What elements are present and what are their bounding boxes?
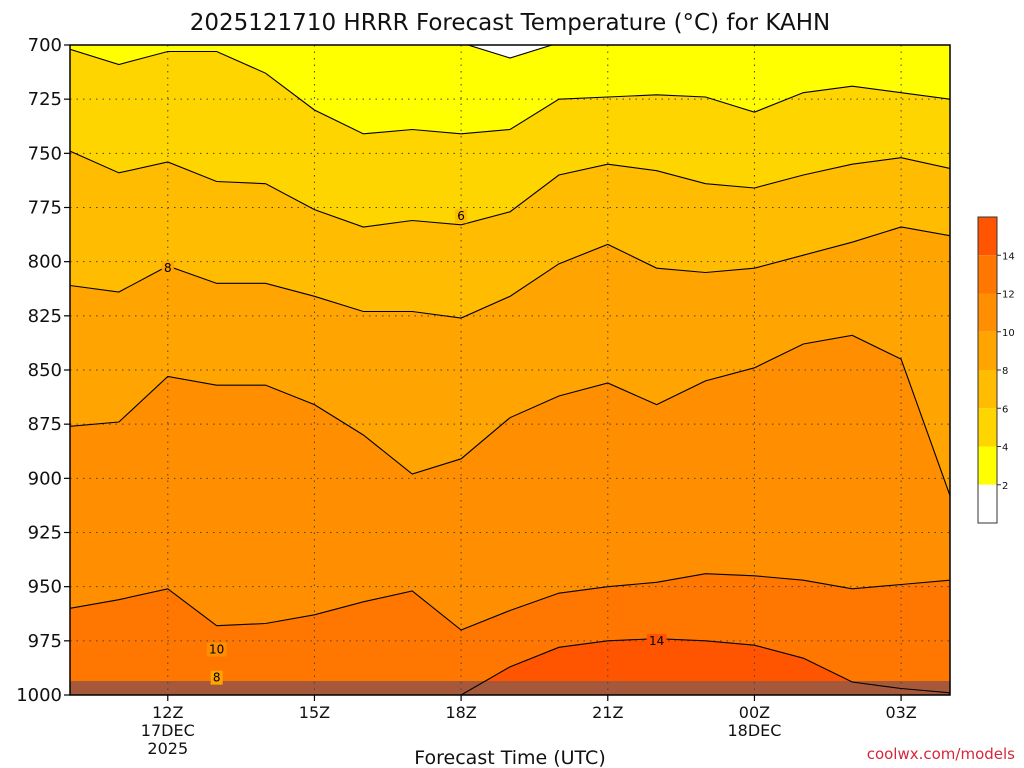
y-tick-label-800: 800 (28, 252, 62, 273)
band-2-0 (461, 45, 559, 58)
x-axis-title: Forecast Time (UTC) (414, 747, 605, 768)
colorbar-label-12: 12 (1002, 290, 1015, 301)
contour-line-12-0 (70, 573, 950, 631)
x-tick-label-21Z: 21Z (592, 703, 623, 722)
contour-line-14-0 (460, 638, 950, 695)
y-tick-label-950: 950 (28, 577, 62, 598)
x-tick-sublabel-2025: 2025 (147, 739, 188, 758)
colorbar-swatch-0 (978, 217, 997, 256)
y-axis: 700 725 750 775 800 825 850 875 900 925 950 975 1000 (16, 35, 70, 706)
contour-line-6-0 (70, 150, 950, 228)
ground-surface (70, 681, 950, 695)
colorbar-swatch-7 (978, 484, 997, 523)
credit-link[interactable]: coolwx.com/models (867, 745, 1015, 763)
contour-label-0: 8 (161, 261, 174, 276)
y-tick-label-750: 750 (28, 143, 62, 164)
x-tick-label-03Z: 03Z (885, 703, 916, 722)
y-tick-label-900: 900 (28, 468, 62, 489)
colorbar-swatch-1 (978, 255, 997, 294)
y-tick-label-925: 925 (28, 523, 62, 544)
colorbar-label-2: 2 (1002, 481, 1008, 492)
colorbar-swatch-2 (978, 293, 997, 332)
svg-text:10: 10 (209, 643, 224, 657)
grid-lines (70, 45, 950, 695)
contour-line-10-0 (70, 334, 950, 496)
colorbar-label-4: 4 (1002, 443, 1008, 454)
contour-line-8-0 (70, 226, 950, 319)
x-tick-sublabel-17DEC: 17DEC (141, 721, 195, 740)
x-tick-label-18Z: 18Z (445, 703, 476, 722)
x-tick-label-12Z: 12Z (152, 703, 183, 722)
svg-text:14: 14 (649, 634, 664, 648)
svg-text:8: 8 (213, 671, 221, 685)
y-tick-label-1000: 1000 (16, 685, 62, 706)
y-tick-label-850: 850 (28, 360, 62, 381)
colorbar-label-6: 6 (1002, 404, 1008, 415)
colorbar-swatch-6 (978, 446, 997, 485)
chart-title: 2025121710 HRRR Forecast Temperature (°C… (190, 10, 831, 36)
y-tick-label-725: 725 (28, 89, 62, 110)
contour-line-2-0 (466, 45, 554, 59)
contour-label-4: 14 (646, 633, 667, 648)
colorbar-label-14: 14 (1002, 251, 1015, 262)
contour-line-layer (70, 45, 950, 695)
svg-text:6: 6 (457, 209, 465, 223)
colorbar-swatch-4 (978, 370, 997, 409)
x-tick-label-15Z: 15Z (299, 703, 330, 722)
x-tick-label-00Z: 00Z (739, 703, 770, 722)
y-tick-label-875: 875 (28, 414, 62, 435)
y-tick-label-775: 775 (28, 198, 62, 219)
y-tick-label-975: 975 (28, 631, 62, 652)
colorbar-label-8: 8 (1002, 366, 1008, 377)
colorbar-swatch-3 (978, 331, 997, 370)
contour-label-layer: 8 6 10 8 14 (161, 209, 667, 685)
x-tick-sublabel-18DEC: 18DEC (727, 721, 781, 740)
contour-label-3: 8 (210, 670, 223, 685)
y-tick-label-825: 825 (28, 306, 62, 327)
band-14-0 (461, 638, 950, 695)
colorbar-label-10: 10 (1002, 328, 1015, 339)
colorbar-swatch-5 (978, 408, 997, 447)
contour-label-1: 6 (455, 209, 468, 224)
colorbar: 14 12 10 8 6 4 2 (977, 216, 1015, 524)
contour-line-4-0 (70, 48, 950, 135)
contour-label-2: 10 (206, 642, 227, 657)
svg-text:8: 8 (164, 261, 172, 275)
y-tick-label-700: 700 (28, 35, 62, 56)
contour-fill-layer (70, 45, 950, 695)
